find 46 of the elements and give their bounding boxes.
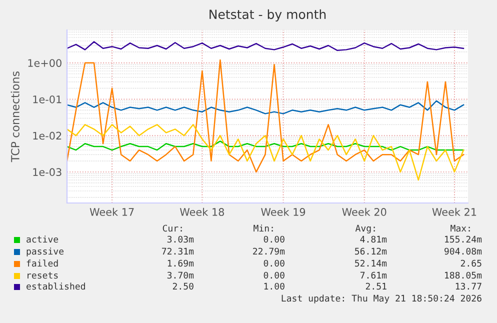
x-tick-label: Week 20 (342, 208, 386, 216)
legend-label: resets (28, 272, 58, 279)
text: 0.00 (264, 272, 284, 279)
x-tick-label: Week 21 (432, 208, 476, 216)
text: 13.77 (456, 282, 482, 290)
text: 188.05m (445, 272, 482, 279)
text: Avg: (355, 224, 375, 234)
x-tick-label: Week 17 (90, 208, 134, 216)
legend-label: established (26, 282, 85, 290)
text: 22.79m (253, 248, 285, 255)
line-series (67, 41, 464, 52)
text: 2.51 (366, 282, 386, 290)
text: 72.31m (162, 248, 194, 255)
text: Max: (450, 224, 470, 232)
line-series (67, 124, 464, 181)
y-tick-label: 1e-03 (33, 168, 62, 176)
text: 1.00 (264, 282, 284, 290)
line-series (67, 100, 464, 114)
y-tick-label: 1e-01 (33, 95, 62, 104)
text: Cur: (162, 224, 182, 232)
text: 0.00 (264, 260, 284, 267)
text: 2.65 (460, 260, 482, 267)
text: Min: (254, 224, 273, 232)
y-tick-label: 1e-02 (33, 132, 62, 140)
chart-title: Netstat - by month (210, 9, 326, 22)
legend-label: failed (26, 260, 58, 267)
x-tick-label: Week 19 (261, 208, 306, 216)
text: 56.12m (355, 248, 387, 255)
text: 52.14m (355, 260, 387, 267)
text: 4.81m (360, 236, 387, 243)
text: 0.00 (264, 236, 284, 243)
text: 2.50 (172, 282, 194, 290)
text: 1.69m (168, 260, 194, 267)
text: 904.08m (444, 248, 482, 255)
text: 3.03m (167, 236, 194, 243)
text: 155.24m (445, 236, 482, 243)
y-axis-title: TCP connections (10, 71, 20, 162)
text: Last update: Thu May 21 18:50:24 2026 (282, 294, 482, 304)
text: 7.61m (360, 272, 387, 279)
line-series (67, 59, 464, 173)
legend-label: passive (26, 248, 64, 256)
y-tick-label: 1e+00 (28, 59, 62, 67)
legend-label: active (26, 236, 58, 243)
line-series (67, 140, 464, 151)
text: 3.70m (167, 272, 194, 279)
x-tick-label: Week 18 (180, 208, 224, 216)
